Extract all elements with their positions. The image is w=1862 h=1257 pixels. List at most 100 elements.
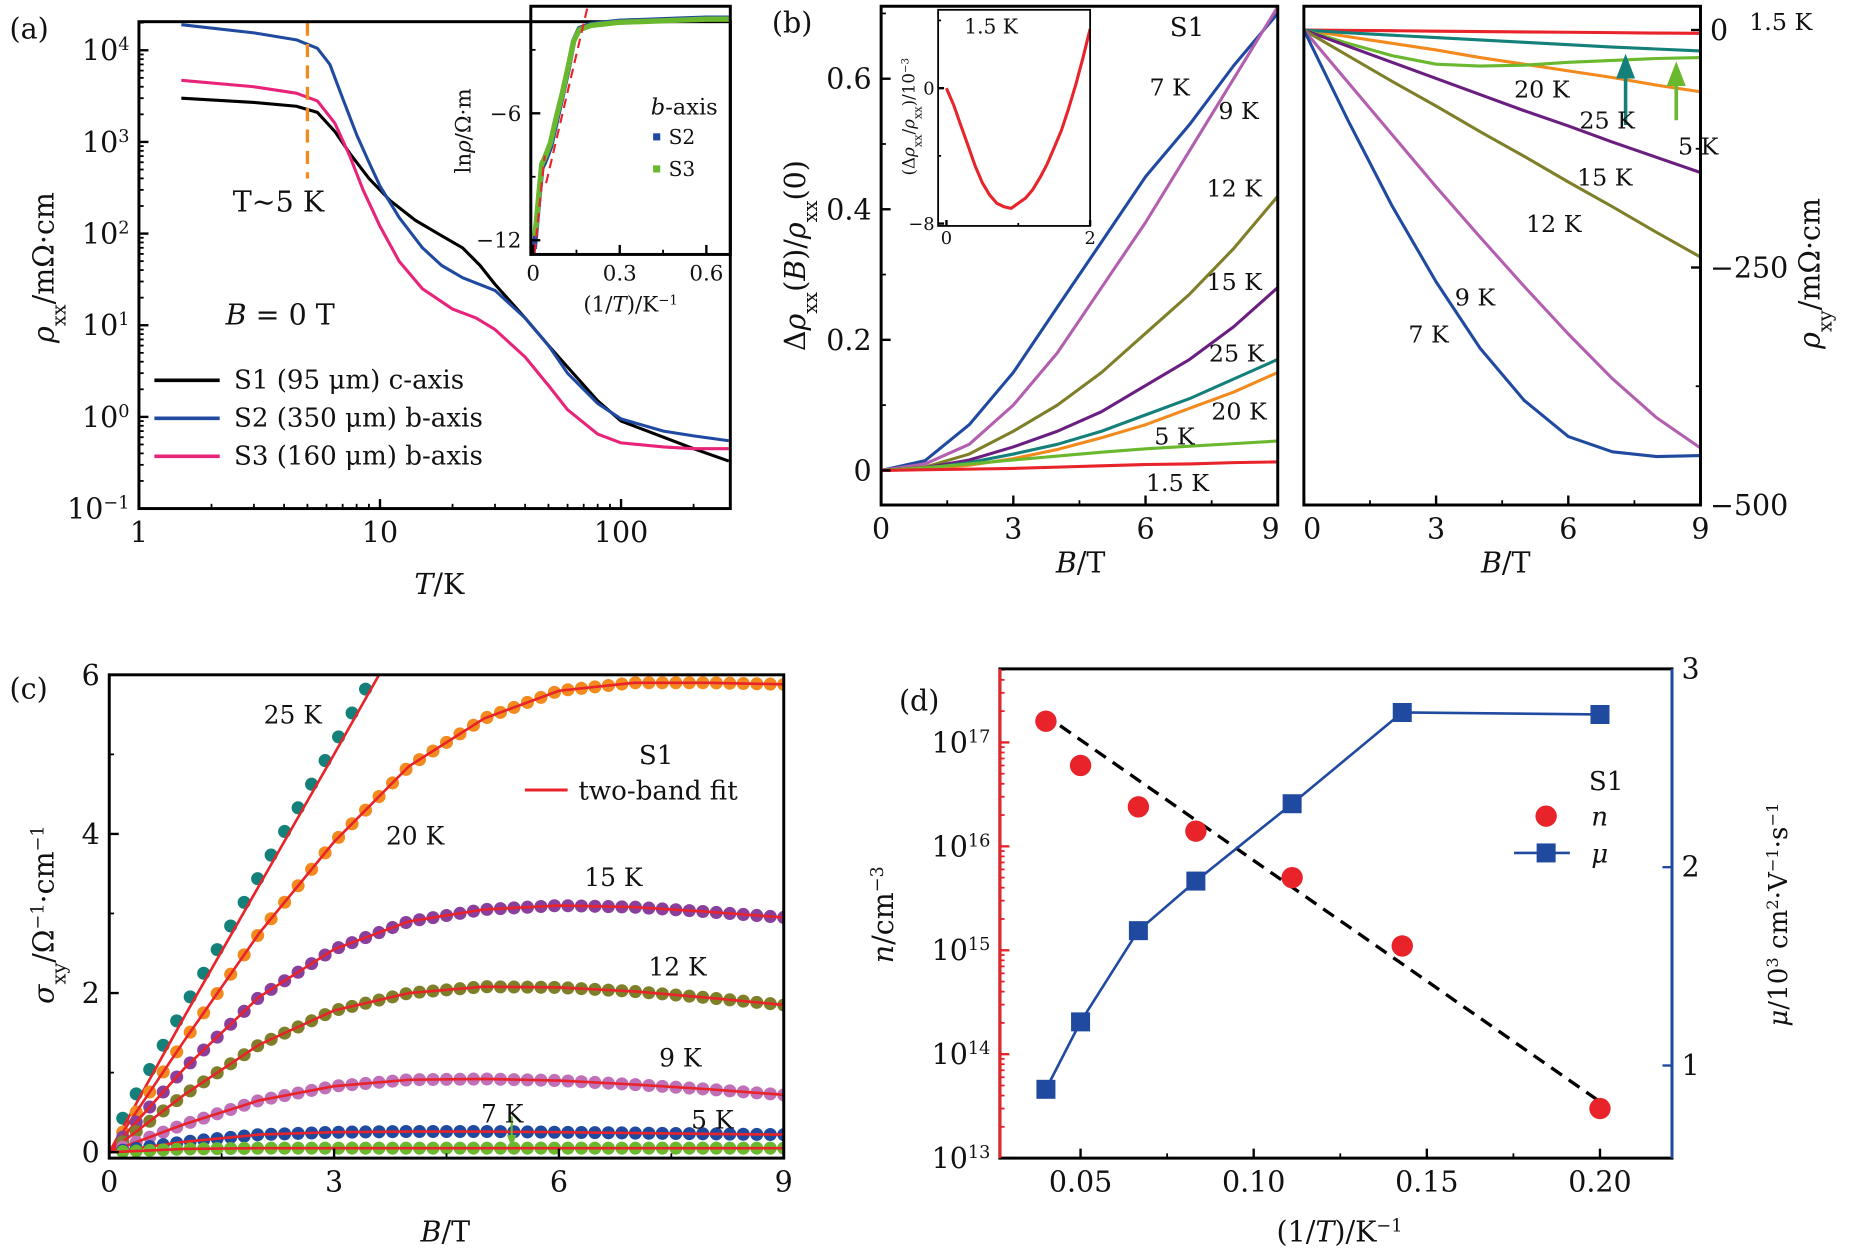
text-part: /Ω·m	[451, 88, 476, 140]
curve-label: 5 K	[1678, 133, 1720, 161]
text-part: T	[1315, 1215, 1336, 1248]
text-part: = 0 T	[247, 299, 335, 332]
text-part: 10	[67, 493, 103, 526]
text-part: −500	[1710, 489, 1788, 522]
text-part: /cm	[867, 892, 900, 945]
y2-tick-label: 3	[1682, 652, 1700, 685]
text-part: ·cm	[27, 851, 60, 903]
text-part: B	[225, 299, 247, 332]
text-part: −1	[103, 494, 129, 514]
chart-a-inset: 0 0.3 0.6 −6 −12 (1/T)/K−1 lnρ/Ω·m b-axis S2 S3	[451, 4, 732, 317]
text-part: 0.20	[1568, 1165, 1631, 1198]
text-part: )/	[779, 239, 812, 260]
y-axis-label: (Δρxx/ρxx)/10−3	[899, 58, 924, 176]
curve-label: 15 K	[584, 863, 643, 892]
text-part: −1	[28, 825, 48, 851]
x-tick-label: 1	[130, 516, 148, 549]
y-tick-label: 0	[923, 78, 934, 99]
text-part: −1	[1376, 1216, 1402, 1236]
text-part: 3	[1004, 512, 1022, 545]
text-part: −1	[658, 293, 678, 308]
y-axis-label: ρxx/mΩ·cm	[27, 192, 70, 344]
y-tick-label: 0	[82, 1136, 100, 1169]
curve-label: 12 K	[1207, 174, 1264, 202]
text-part: 3	[1427, 512, 1445, 545]
series-12-k-line	[881, 195, 1278, 472]
series-n-marker	[1185, 820, 1207, 842]
text-part: 0.05	[1049, 1165, 1112, 1198]
text-part: 0	[853, 454, 871, 487]
text-part: 0.2	[826, 324, 871, 357]
text-part: 10	[932, 934, 968, 967]
series-1.5-k-line	[881, 460, 1278, 472]
arrow-head-icon	[1666, 61, 1686, 87]
text-part: 0	[82, 1136, 100, 1169]
series-9-k-line	[1303, 29, 1701, 450]
series-5-k-line	[881, 439, 1278, 472]
series-n-marker	[1069, 754, 1092, 777]
text-part: 10	[362, 516, 398, 549]
curve-label: 25 K	[1209, 339, 1266, 367]
series-3-dashed-line	[545, 6, 589, 184]
x-tick-label: 3	[325, 1165, 343, 1198]
text-part: ρ	[779, 314, 812, 332]
legend-entry-label: S1 (95 μm) c-axis	[234, 366, 464, 396]
series---marker	[1071, 1012, 1091, 1032]
text-part: B	[420, 1215, 442, 1248]
x-tick-label: 9	[1262, 512, 1280, 545]
curve-label: 7 K	[481, 1100, 524, 1129]
text-part: -axis	[665, 94, 718, 120]
text-part: 0.3	[603, 262, 637, 287]
series-0-dashed-line	[1041, 712, 1601, 1103]
text-part: xy	[47, 963, 70, 985]
text-part: n	[867, 945, 900, 963]
y-tick-label: 100	[82, 401, 130, 434]
series-20-k-line	[1303, 28, 1701, 94]
x-tick-label: 0	[872, 512, 890, 545]
text-part: )/10	[899, 73, 918, 106]
text-part: /10	[1764, 968, 1794, 1010]
y-tick-label: −250	[1710, 251, 1788, 284]
curve-label: 9 K	[1455, 284, 1497, 312]
y-tick-label: 102	[82, 218, 130, 251]
legend-title: b-axis	[651, 94, 718, 120]
y-tick-label: 1016	[932, 830, 991, 863]
series-7-k-fit-line	[109, 1130, 784, 1154]
y-axis-label: n/cm−3	[867, 866, 900, 963]
x-tick-label: 0.15	[1395, 1165, 1458, 1198]
curve-label: 7 K	[1150, 73, 1192, 101]
text-part: (1/	[1277, 1215, 1316, 1248]
text-part: 10	[82, 126, 118, 159]
text-part: )/K	[627, 292, 660, 317]
y-tick-label: 0.4	[826, 193, 871, 226]
text-part: 10	[82, 34, 118, 67]
chart-d: 0.05 0.10 0.15 0.2010131014101510161017123(…	[867, 652, 1794, 1248]
annotation: S1	[639, 741, 674, 771]
series-n-marker	[1035, 710, 1057, 732]
series---marker	[1392, 703, 1412, 723]
text-part: ln	[451, 153, 476, 174]
legend-marker-sample	[1536, 843, 1556, 863]
x-tick-label: 9	[1691, 512, 1709, 545]
text-part: 3	[1763, 957, 1782, 967]
curve-label: 12 K	[648, 952, 707, 981]
text-part: 2	[1682, 851, 1700, 884]
x-tick-label: 0.20	[1568, 1165, 1631, 1198]
plot-area	[181, 22, 730, 463]
curve-label: 1.5 K	[1749, 8, 1813, 36]
series-12-k-fit-line	[109, 985, 784, 1154]
series-9-k-line	[881, 6, 1278, 472]
text-part: 0	[118, 402, 129, 422]
series-25-k-fit-line	[109, 674, 381, 1153]
legend-marker-sample	[1535, 805, 1557, 827]
text-part: /	[899, 128, 918, 134]
plot-area	[1035, 703, 1611, 1120]
text-part: σ	[27, 983, 60, 1004]
legend-entry-label: S2	[669, 125, 696, 149]
panel-label-d: (d)	[899, 684, 939, 717]
text-part: 4	[82, 818, 100, 851]
text-part: ρ	[27, 326, 60, 344]
text-part: xx	[799, 200, 822, 222]
curve-label: 20 K	[1514, 76, 1571, 104]
